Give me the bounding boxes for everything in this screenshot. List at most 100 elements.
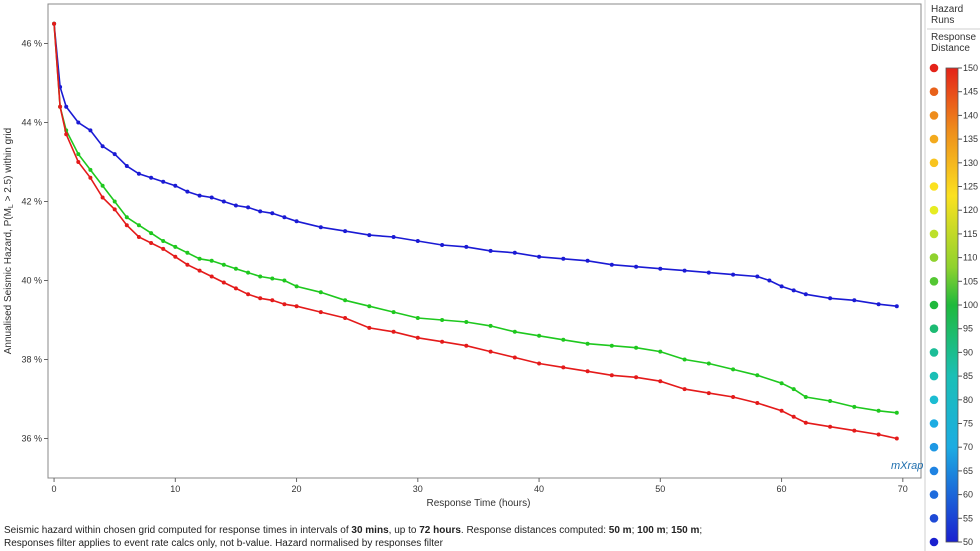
data-point — [634, 345, 639, 350]
legend-label-105: 105 — [963, 276, 978, 286]
y-tick-label: 38 % — [21, 355, 42, 365]
legend-swatch-125 — [929, 182, 939, 191]
data-point — [197, 256, 202, 261]
data-point — [585, 369, 590, 374]
data-point — [464, 343, 469, 348]
caption-line-2: Responses filter applies to event rate c… — [4, 538, 443, 549]
legend-swatch-100 — [929, 300, 939, 310]
legend-label-100: 100 — [963, 300, 978, 310]
data-point — [894, 304, 899, 309]
data-point — [367, 304, 372, 309]
data-point — [682, 268, 687, 273]
data-point — [88, 167, 93, 172]
data-point — [634, 375, 639, 380]
data-point — [791, 414, 796, 419]
data-point — [852, 404, 857, 409]
series-50 — [52, 21, 899, 309]
legend-label-75: 75 — [963, 419, 973, 429]
data-point — [755, 373, 760, 378]
data-point — [124, 164, 129, 168]
data-point — [682, 357, 687, 362]
data-point — [209, 274, 214, 279]
y-tick-label: 40 % — [21, 276, 42, 286]
legend-label-120: 120 — [963, 205, 978, 215]
data-point — [294, 304, 299, 309]
data-point — [537, 254, 542, 259]
legend-swatch-105 — [929, 277, 939, 286]
data-point — [246, 205, 251, 210]
legend-swatch-75 — [929, 419, 939, 428]
data-point — [609, 373, 614, 378]
legend-label-140: 140 — [963, 110, 978, 120]
data-point — [318, 290, 323, 295]
data-point — [706, 270, 711, 275]
legend-label-115: 115 — [963, 229, 977, 239]
legend-subtitle-line: Distance — [931, 43, 970, 54]
data-point — [779, 408, 784, 413]
x-tick-label: 50 — [655, 484, 665, 494]
data-point — [161, 179, 166, 184]
data-point — [112, 199, 117, 204]
data-point — [440, 318, 445, 322]
data-point — [488, 248, 493, 253]
data-point — [221, 280, 226, 285]
data-point — [282, 215, 287, 220]
data-point — [706, 391, 711, 396]
data-point — [173, 183, 178, 188]
data-point — [512, 355, 517, 360]
caption-text: , up to — [388, 525, 420, 536]
data-point — [803, 395, 808, 399]
data-point — [876, 302, 881, 307]
legend-label-80: 80 — [963, 395, 973, 405]
x-tick-label: 30 — [413, 484, 423, 494]
data-point — [537, 333, 542, 338]
data-point — [221, 199, 226, 204]
data-point — [294, 284, 299, 289]
data-point — [828, 296, 833, 301]
data-point — [209, 258, 214, 263]
data-point — [440, 339, 445, 344]
legend-title-line: Runs — [931, 15, 954, 26]
data-point — [294, 219, 299, 224]
data-point — [706, 361, 711, 366]
data-point — [803, 420, 808, 425]
data-point — [537, 361, 542, 366]
data-point — [185, 262, 190, 267]
x-tick-label: 10 — [170, 484, 180, 494]
data-point — [731, 272, 736, 277]
data-point — [367, 233, 372, 238]
legend-swatch-70 — [929, 442, 939, 452]
data-point — [609, 343, 614, 348]
data-point — [246, 292, 251, 297]
legend-swatch-150 — [929, 63, 939, 73]
data-point — [100, 144, 105, 149]
data-point — [731, 367, 736, 372]
legend-label-145: 145 — [963, 87, 978, 97]
x-tick-label: 20 — [292, 484, 302, 494]
y-tick-label: 36 % — [21, 434, 42, 444]
data-point — [58, 104, 63, 109]
data-point — [512, 250, 517, 255]
series-layer — [52, 21, 899, 441]
legend-swatch-135 — [929, 134, 939, 144]
data-point — [415, 316, 420, 320]
data-point — [64, 104, 69, 109]
data-point — [136, 171, 141, 176]
data-point — [282, 302, 287, 307]
data-point — [270, 298, 275, 303]
caption-text: . Response distances computed: — [460, 525, 609, 536]
data-point — [209, 195, 214, 200]
data-point — [185, 250, 190, 255]
x-tick-label: 60 — [777, 484, 787, 494]
data-point — [173, 244, 178, 249]
y-tick-label: 44 % — [21, 118, 42, 128]
legend-swatch-85 — [929, 371, 939, 381]
data-point — [343, 298, 348, 303]
data-point — [173, 254, 178, 259]
legend-label-150: 150 — [963, 63, 978, 73]
y-tick-label: 42 % — [21, 197, 42, 207]
data-point — [767, 278, 772, 283]
data-point — [791, 387, 796, 392]
data-point — [282, 278, 287, 283]
